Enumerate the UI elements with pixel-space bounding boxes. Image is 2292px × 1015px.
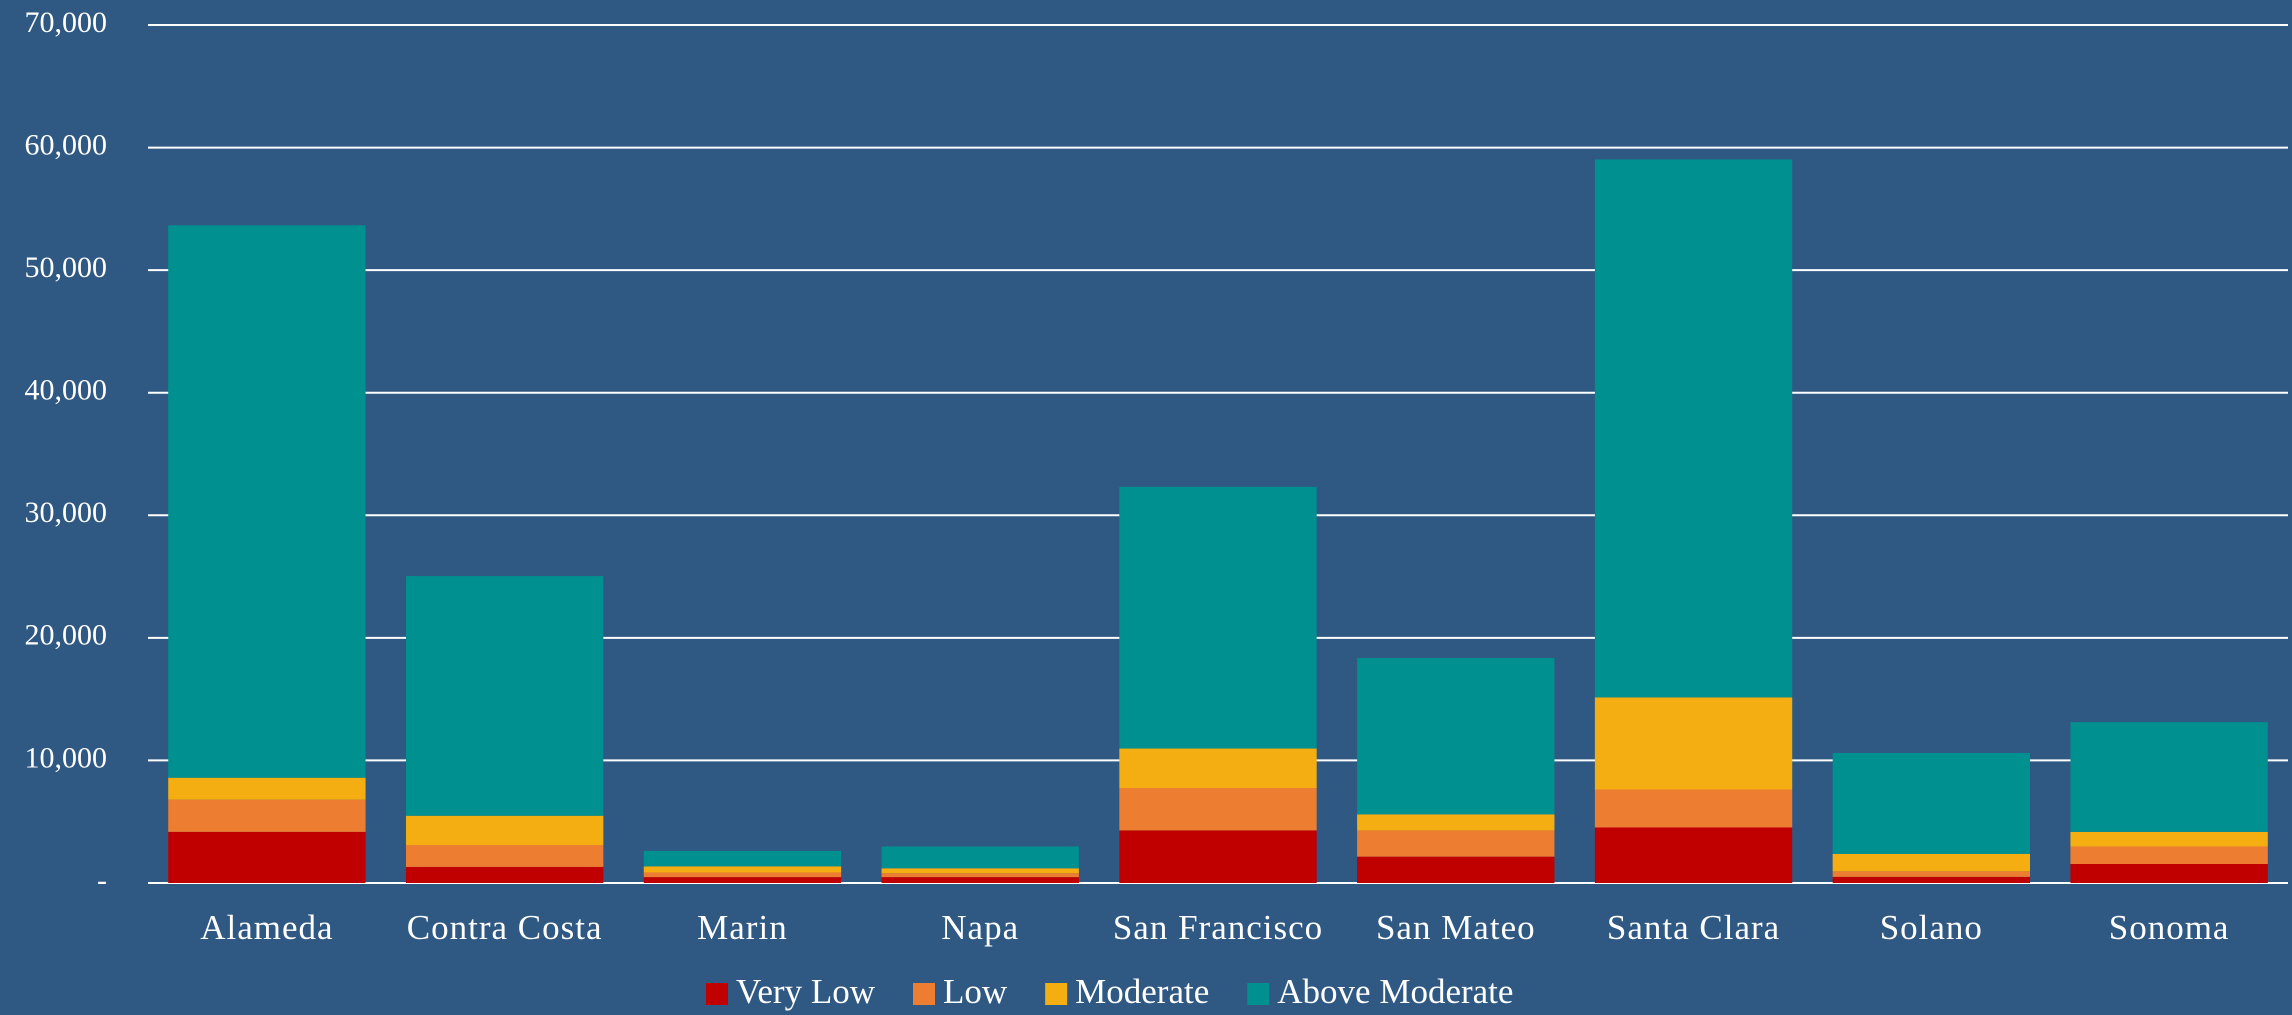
legend-swatch (706, 983, 728, 1005)
bar-segment (2070, 831, 2268, 847)
bar-segment (881, 877, 1079, 883)
y-tick-label: 70,000 (25, 6, 108, 39)
bar-segment (2070, 846, 2268, 865)
bar-segment (1357, 830, 1555, 857)
bar-segment (1832, 853, 2031, 872)
bar-segment (168, 225, 366, 778)
bar-segment (1594, 789, 1793, 828)
legend-swatch (913, 983, 935, 1005)
bar-segment (2070, 722, 2268, 832)
bar-segment (1594, 697, 1793, 790)
bar-segment (643, 866, 842, 873)
bar-segment (1832, 752, 2031, 854)
bar-segment (1119, 486, 1317, 749)
y-tick-label: 60,000 (25, 128, 108, 161)
bar-segment (1119, 788, 1317, 831)
x-tick-label: San Francisco (1113, 908, 1323, 947)
y-tick-label: 50,000 (25, 251, 108, 284)
bar-segment (643, 877, 842, 883)
x-tick-label: Solano (1880, 908, 1983, 947)
bar-segment (1832, 876, 2031, 883)
bar-segment (405, 815, 604, 846)
y-tick-label: 30,000 (25, 496, 108, 529)
bar-segment (1119, 748, 1317, 789)
bar-segment (643, 850, 842, 867)
bar-segment (1357, 856, 1555, 883)
legend-label: Moderate (1075, 972, 1209, 1011)
y-tick-label: 20,000 (25, 619, 108, 652)
bar-segment (1594, 827, 1793, 883)
x-tick-label: Sonoma (2109, 908, 2230, 947)
bar-segment (405, 866, 604, 883)
bar-segment (881, 873, 1079, 878)
bar-segment (881, 846, 1079, 869)
x-tick-label: Marin (697, 908, 788, 947)
legend-swatch (1247, 983, 1270, 1005)
x-tick-label: Contra Costa (407, 908, 603, 947)
bar-segment (1594, 159, 1793, 698)
y-tick-label: - (97, 864, 107, 897)
bar-segment (1357, 814, 1555, 831)
x-tick-label: Santa Clara (1607, 908, 1780, 947)
y-tick-label: 40,000 (25, 374, 108, 407)
bar-segment (405, 845, 604, 867)
bar-segment (1119, 830, 1317, 883)
legend-swatch (1045, 983, 1068, 1005)
y-tick-label: 10,000 (25, 741, 108, 774)
bar-segment (405, 576, 604, 816)
x-tick-label: San Mateo (1376, 908, 1536, 947)
legend-label: Very Low (736, 972, 876, 1011)
x-tick-label: Napa (941, 908, 1019, 947)
x-tick-label: Alameda (200, 908, 333, 947)
bar-segment (168, 831, 366, 883)
bar-segment (1357, 657, 1555, 815)
legend-label: Low (943, 972, 1008, 1011)
bar-segment (881, 868, 1079, 874)
bar-segment (168, 777, 366, 800)
bar-segment (643, 872, 842, 878)
bar-segment (168, 799, 366, 832)
bar-segment (2070, 864, 2268, 883)
legend-label: Above Moderate (1277, 972, 1513, 1011)
bar-segment (1832, 871, 2031, 877)
